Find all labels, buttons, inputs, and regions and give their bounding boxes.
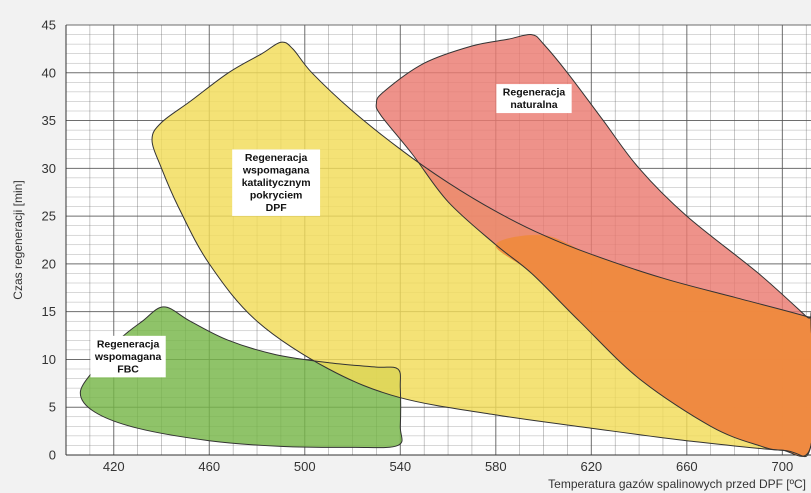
region-label-natural: Regeneracja	[503, 87, 566, 99]
y-tick-label: 20	[42, 256, 56, 271]
region-outline-catalytic	[151, 41, 811, 458]
x-tick-label: 540	[389, 459, 411, 474]
x-tick-label: 580	[485, 459, 507, 474]
x-tick-labels: 420 460 500 540 580 620 660 700	[103, 459, 793, 474]
region-label-fbc: wspomagana	[94, 351, 162, 363]
region-label-fbc: FBC	[117, 363, 139, 375]
y-tick-label: 45	[42, 18, 56, 33]
y-tick-label: 15	[42, 304, 56, 319]
region-outline-fbc	[79, 306, 403, 449]
y-tick-label: 35	[42, 113, 56, 128]
region-labels: RegeneracjawspomaganaFBCRegeneracjawspom…	[90, 84, 572, 378]
region-label-catalytic: wspomagana	[242, 164, 310, 176]
y-tick-label: 30	[42, 161, 56, 176]
x-tick-label: 660	[676, 459, 698, 474]
region-label-natural: naturalna	[510, 99, 557, 111]
y-axis-title: Czas regeneracji [min]	[11, 180, 25, 299]
y-tick-labels: 0 5 10 15 20 25 30 35 40 45	[42, 18, 56, 463]
region-label-fbc: Regeneracja	[97, 338, 160, 350]
x-tick-label: 460	[198, 459, 220, 474]
y-tick-label: 10	[42, 352, 56, 367]
regions	[79, 33, 811, 458]
x-axis-title: Temperatura gazów spalinowych przed DPF …	[548, 477, 806, 491]
region-natural-catalytic-overlap	[495, 234, 811, 457]
x-tick-label: 620	[580, 459, 602, 474]
y-tick-label: 25	[42, 209, 56, 224]
region-label-catalytic: DPF	[266, 202, 288, 214]
y-tick-label: 40	[42, 65, 56, 80]
region-label-catalytic: Regeneracja	[245, 152, 308, 164]
x-tick-label: 500	[294, 459, 316, 474]
x-tick-label: 420	[103, 459, 125, 474]
y-tick-label: 5	[49, 400, 56, 415]
y-tick-label: 0	[49, 448, 56, 463]
x-tick-label: 700	[771, 459, 793, 474]
region-label-catalytic: katalitycznym	[242, 177, 311, 189]
region-label-box-fbc	[90, 335, 166, 378]
region-label-box-natural	[496, 84, 572, 114]
region-label-box-catalytic	[232, 149, 321, 216]
region-label-catalytic: pokryciem	[250, 189, 303, 201]
